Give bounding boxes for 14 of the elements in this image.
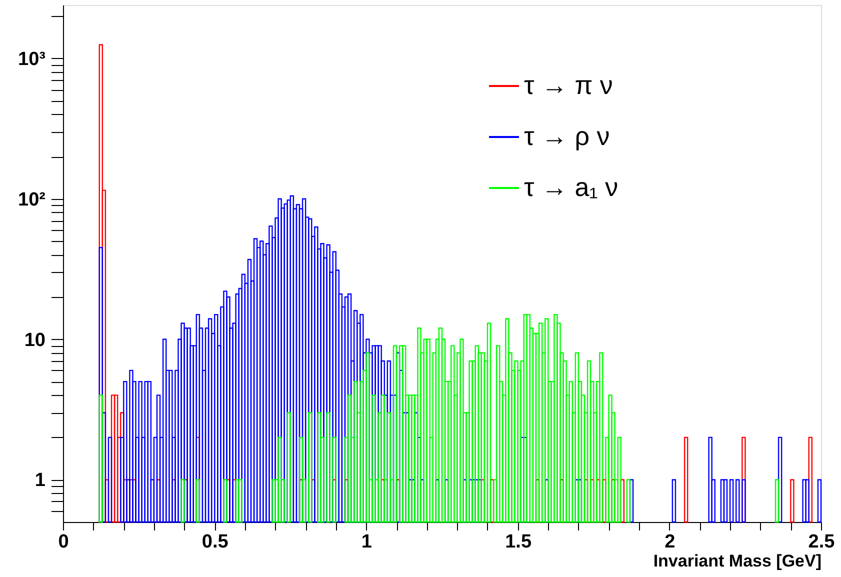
legend-label: τ → a₁ ν [524,172,618,202]
legend-label: τ → ρ ν [524,121,610,151]
x-tick-label: 2.5 [808,532,836,552]
y-tick-label: 10² [18,189,46,210]
x-tick-label: 0.5 [202,532,229,552]
x-tick-label: 0 [58,532,69,552]
legend-label: τ → π ν [524,70,613,100]
x-axis-title: Invariant Mass [GeV] [653,552,822,570]
x-tick-label: 1 [361,532,372,552]
y-tick-label: 10³ [18,48,46,70]
x-tick-label: 1.5 [505,532,532,552]
x-tick-label: 2 [664,532,676,552]
y-tick-label: 10 [24,330,46,351]
y-tick-label: 1 [34,470,46,492]
